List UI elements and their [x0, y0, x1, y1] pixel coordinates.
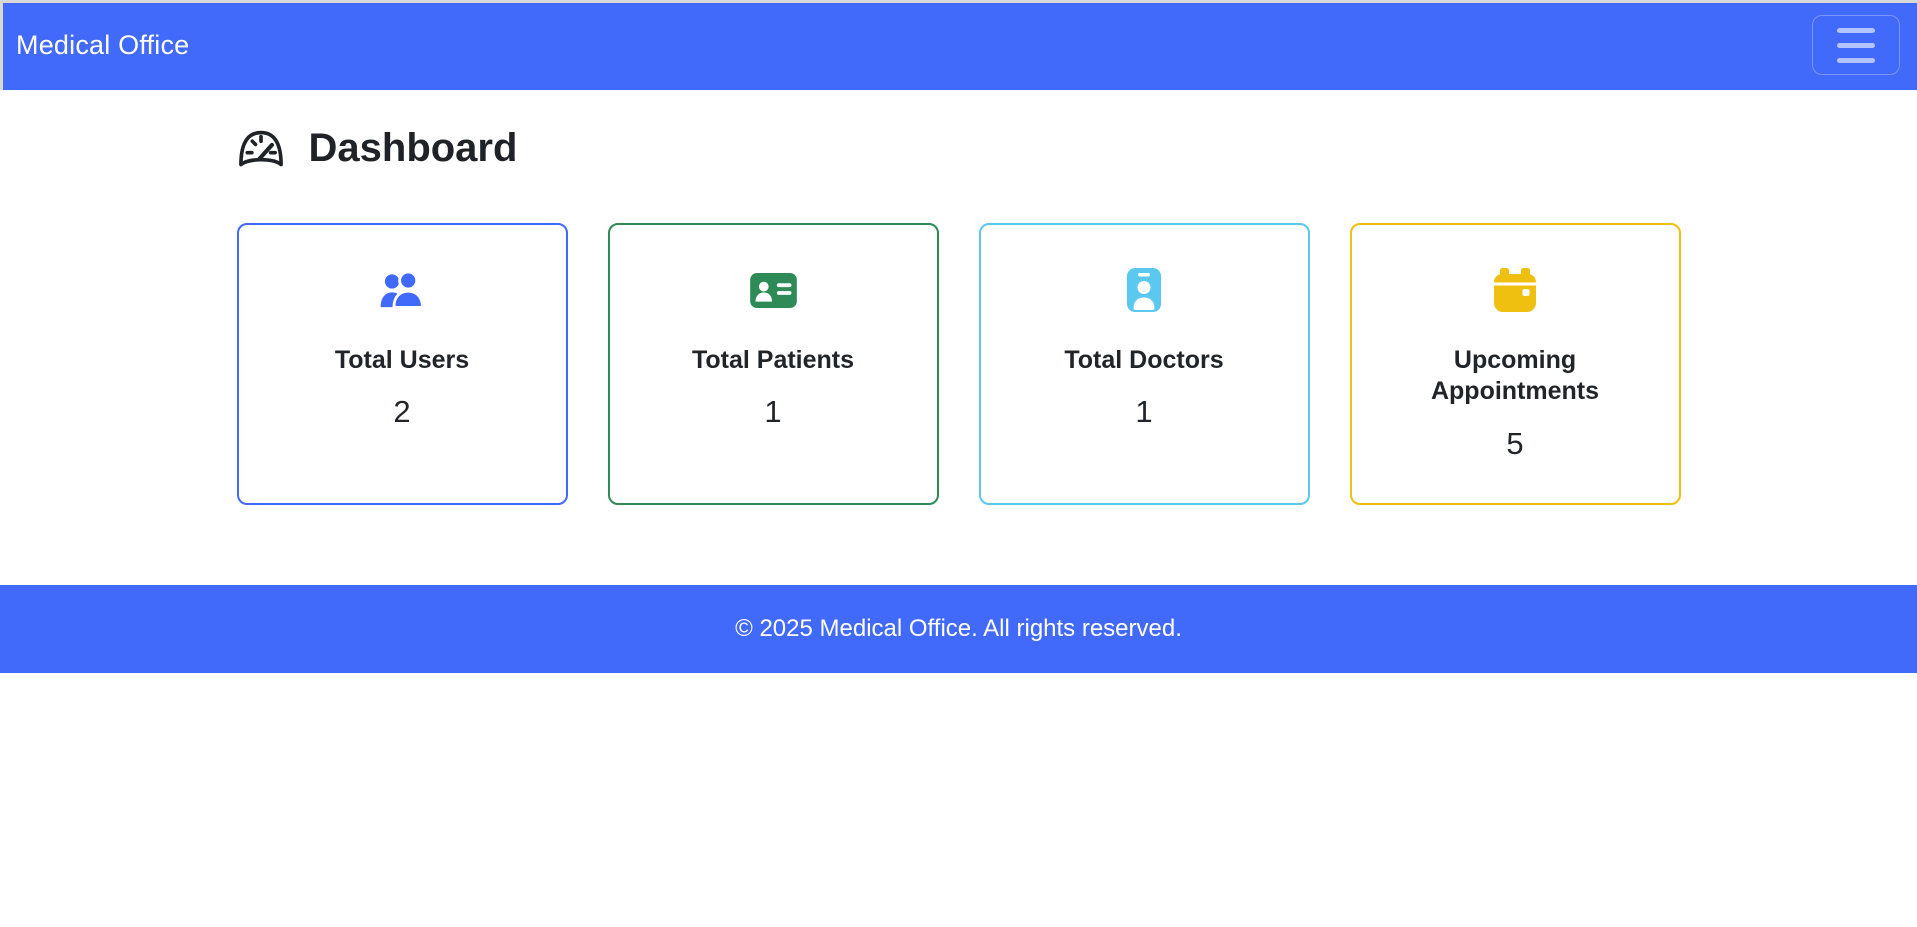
stat-card-total-patients: Total Patients 1	[607, 223, 939, 505]
stat-card-upcoming-appointments: Upcoming Appointments 5	[1349, 223, 1681, 505]
id-card-icon	[750, 273, 797, 308]
page-title-text: Dashboard	[308, 126, 518, 170]
footer-copyright-text: © 2025 Medical Office. All rights reserv…	[735, 615, 1182, 642]
stat-card-value: 5	[1506, 425, 1524, 461]
navbar-toggler-button[interactable]	[1812, 15, 1900, 75]
stat-card-total-users: Total Users 2	[236, 223, 568, 505]
hamburger-icon	[1837, 42, 1875, 48]
stat-card-value: 1	[1135, 394, 1153, 430]
id-badge-icon	[1127, 268, 1161, 312]
stat-card-label: Upcoming Appointments	[1430, 346, 1600, 406]
main-content: Dashboard Total Users 2 Total Patients 1…	[236, 0, 1681, 505]
stat-card-label: Total Users	[334, 346, 470, 374]
stat-card-value: 1	[764, 394, 782, 430]
users-icon	[379, 271, 425, 309]
window-edge-left	[0, 0, 3, 90]
navbar-brand[interactable]: Medical Office	[16, 29, 190, 60]
window-edge-top	[0, 0, 1917, 3]
footer: © 2025 Medical Office. All rights reserv…	[0, 585, 1917, 673]
hamburger-icon	[1837, 57, 1875, 63]
stat-card-total-doctors: Total Doctors 1	[978, 223, 1310, 505]
page-title: Dashboard	[237, 126, 1681, 171]
gauge-icon	[237, 128, 285, 170]
stat-card-label: Total Patients	[691, 346, 855, 374]
hamburger-icon	[1837, 27, 1875, 33]
stat-card-label: Total Doctors	[1064, 346, 1224, 374]
calendar-icon	[1492, 268, 1538, 312]
stat-card-value: 2	[393, 394, 411, 430]
stat-cards-row: Total Users 2 Total Patients 1 Total Doc…	[236, 223, 1681, 505]
navbar: Medical Office	[0, 0, 1917, 90]
